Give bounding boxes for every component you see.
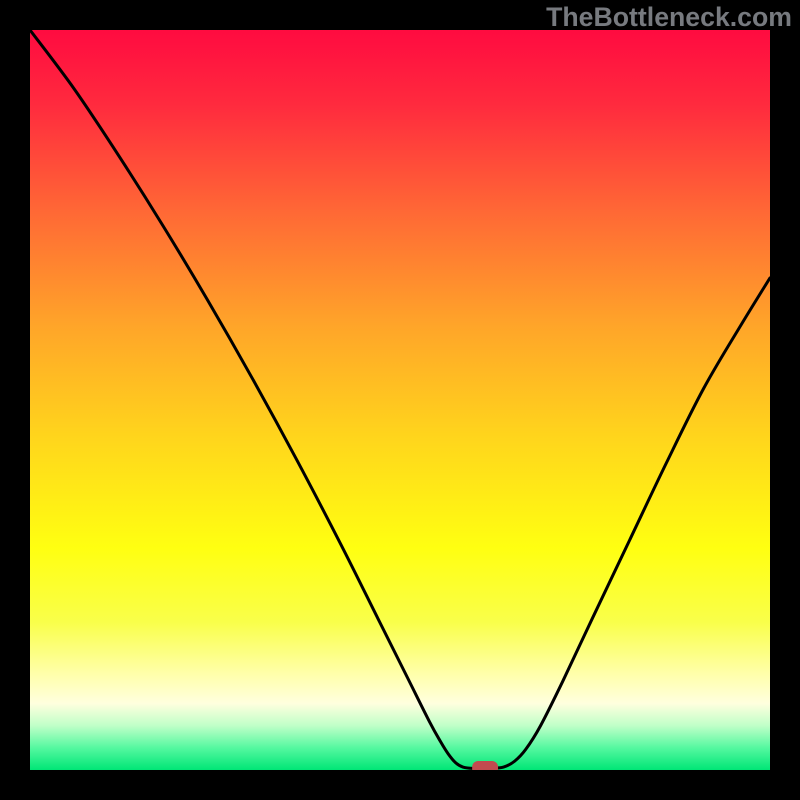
- chart-background-gradient: [30, 30, 770, 770]
- optimum-marker: [472, 761, 498, 770]
- bottleneck-chart: [30, 30, 770, 770]
- credit-watermark: TheBottleneck.com: [546, 2, 792, 33]
